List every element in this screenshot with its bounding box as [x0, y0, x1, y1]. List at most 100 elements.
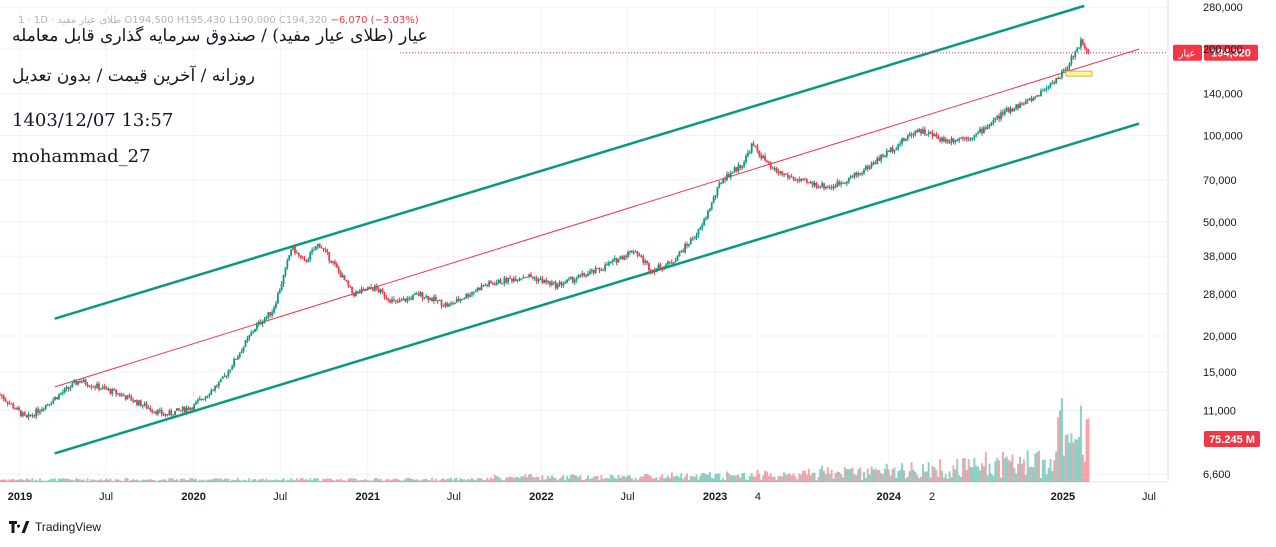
candle-body [750, 143, 753, 153]
time-axis[interactable]: 2019 Jul 2020 Jul 2021 Jul 2022 Jul 2023 4 2024 2 20… [8, 491, 1156, 503]
candle-body [263, 318, 266, 323]
volume-bar [54, 478, 57, 482]
channel-line-upper [54, 4, 1085, 320]
volume-bar [923, 471, 926, 482]
candle-body [128, 395, 131, 397]
volume-bar [971, 467, 974, 482]
volume-bar [973, 458, 976, 482]
candle-body [1005, 107, 1008, 111]
volume-bar [786, 474, 789, 482]
volume-bar [497, 476, 500, 482]
volume-bar [746, 479, 749, 482]
candle-body [429, 297, 431, 301]
candle-body [65, 386, 68, 389]
volume-bar [977, 466, 980, 482]
candle-body [208, 394, 211, 396]
candle-body [360, 288, 363, 293]
volume-bar [775, 479, 778, 482]
candle-body [684, 244, 686, 253]
candle-body [393, 299, 395, 301]
volume-bar [920, 476, 923, 482]
volume-bar [206, 479, 209, 482]
volume-bar [547, 475, 550, 482]
candle-body [432, 296, 435, 302]
volume-bar [859, 467, 862, 482]
candle-body [798, 179, 801, 181]
volume-bar [507, 477, 510, 482]
volume-bar [573, 475, 576, 482]
candle-body [269, 312, 272, 316]
volume-bar [630, 478, 633, 482]
volume-bar [406, 478, 409, 482]
volume-bar [244, 479, 247, 482]
x-tick-label: 2021 [356, 491, 380, 503]
volume-bar [189, 478, 192, 482]
volume-bar [446, 478, 449, 482]
volume-bar [815, 480, 818, 482]
tradingview-logo[interactable]: TradingView [9, 520, 101, 534]
volume-bar [273, 480, 276, 482]
volume-bar [1051, 470, 1054, 482]
candle-body [1021, 103, 1023, 105]
volume-bar [706, 474, 709, 482]
volume-bar [1001, 451, 1004, 482]
candle-body [514, 278, 517, 282]
volume-bar [436, 480, 439, 482]
candle-body [731, 172, 734, 174]
candle-body [668, 261, 671, 263]
candle-body [904, 138, 907, 141]
candle-body [632, 251, 635, 253]
volume-bar [568, 478, 571, 482]
candle-body [766, 160, 768, 162]
price-axis[interactable]: 280,000 200,000 140,000 100,000 70,000 50,000… [1203, 2, 1243, 481]
volume-bar [1047, 467, 1050, 482]
candle-body [771, 167, 774, 169]
volume-bar [760, 479, 763, 482]
candle-body [1038, 95, 1040, 97]
volume-bar [792, 473, 795, 482]
candle-body [600, 270, 603, 272]
volume-bar [263, 480, 266, 482]
candle-body [465, 294, 468, 299]
candle-body [444, 303, 447, 306]
volume-bar [883, 468, 886, 482]
candle-body [962, 137, 964, 139]
candle-body [676, 256, 679, 261]
candle-body [334, 261, 336, 264]
volume-bar [219, 478, 222, 482]
candle-body [648, 263, 650, 271]
volume-bar [337, 479, 340, 482]
candle-body [453, 302, 456, 305]
candle-body [528, 274, 530, 277]
y-tick-label: 20,000 [1203, 331, 1237, 343]
candle-body [299, 255, 302, 258]
volume-bar [569, 474, 572, 482]
volume-bar [764, 470, 767, 482]
candle-body [120, 394, 123, 396]
volume-bar [1081, 454, 1084, 482]
volume-bar [501, 480, 504, 482]
volume-bar [743, 472, 746, 482]
candle-body [663, 266, 666, 269]
candle-body [476, 287, 479, 291]
volume-bar [77, 479, 80, 482]
candle-body [436, 300, 439, 302]
channel-line-lower [54, 122, 1140, 455]
volume-bar [828, 473, 831, 482]
volume-bar [172, 478, 175, 482]
volume-bar [69, 479, 72, 482]
candle-body [783, 174, 785, 176]
volume-bar [1003, 458, 1006, 482]
volume-bar [855, 475, 858, 482]
candle-body [122, 394, 125, 397]
candle-body [158, 410, 161, 412]
volume-bar [57, 478, 60, 482]
candle-body [775, 168, 778, 172]
volume-bar [128, 480, 131, 482]
candle-body [691, 238, 694, 240]
volume-bar [250, 480, 253, 482]
volume-bar [847, 469, 850, 482]
candle-body [138, 400, 140, 406]
volume-bar [309, 478, 312, 482]
